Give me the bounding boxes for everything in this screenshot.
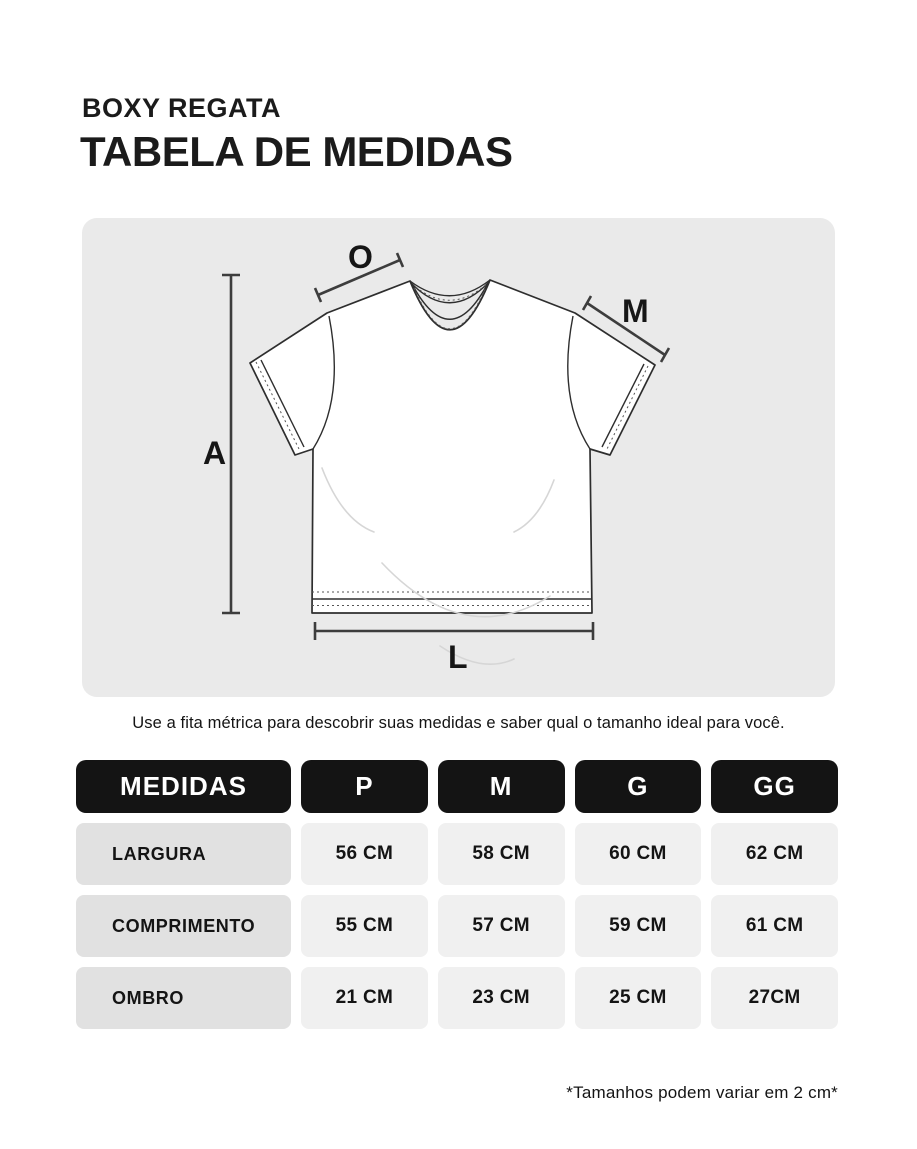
measurement-diagram-panel: A L O M bbox=[82, 218, 835, 697]
value-comprimento-gg: 61 CM bbox=[711, 895, 838, 957]
row-label-largura: LARGURA bbox=[76, 823, 291, 885]
value-largura-gg: 62 CM bbox=[711, 823, 838, 885]
value-comprimento-m: 57 CM bbox=[437, 895, 565, 957]
page-title: TABELA DE MEDIDAS bbox=[80, 128, 513, 175]
value-largura-m: 58 CM bbox=[437, 823, 565, 885]
table-header-medidas: MEDIDAS bbox=[76, 760, 291, 813]
value-ombro-g: 25 CM bbox=[574, 967, 702, 1029]
tshirt-outline bbox=[249, 279, 656, 665]
value-ombro-gg: 27CM bbox=[711, 967, 838, 1029]
label-width-L: L bbox=[448, 639, 468, 675]
measure-line-height bbox=[222, 273, 240, 615]
value-largura-p: 56 CM bbox=[301, 823, 428, 885]
table-header-size-p: P bbox=[301, 760, 428, 813]
table-header-size-gg: GG bbox=[711, 760, 838, 813]
measure-line-sleeve bbox=[581, 295, 671, 363]
measure-line-shoulder bbox=[313, 252, 405, 303]
measure-line-width bbox=[313, 622, 595, 640]
label-height-A: A bbox=[203, 435, 226, 471]
size-table: MEDIDAS P M G GG LARGURA 56 CM 58 CM 60 … bbox=[76, 760, 838, 1029]
table-header-size-m: M bbox=[437, 760, 565, 813]
value-comprimento-g: 59 CM bbox=[574, 895, 702, 957]
label-shoulder-O: O bbox=[348, 239, 373, 275]
row-label-comprimento: COMPRIMENTO bbox=[76, 895, 291, 957]
table-header-size-g: G bbox=[574, 760, 702, 813]
value-comprimento-p: 55 CM bbox=[301, 895, 428, 957]
value-ombro-m: 23 CM bbox=[437, 967, 565, 1029]
row-label-ombro: OMBRO bbox=[76, 967, 291, 1029]
tshirt-diagram-illustration: A L O M bbox=[203, 239, 671, 675]
value-largura-g: 60 CM bbox=[574, 823, 702, 885]
product-name: BOXY REGATA bbox=[82, 93, 282, 123]
instruction-text: Use a fita métrica para descobrir suas m… bbox=[132, 714, 785, 732]
disclaimer-text: *Tamanhos podem variar em 2 cm* bbox=[566, 1083, 838, 1102]
label-sleeve-M: M bbox=[622, 293, 649, 329]
value-ombro-p: 21 CM bbox=[301, 967, 428, 1029]
